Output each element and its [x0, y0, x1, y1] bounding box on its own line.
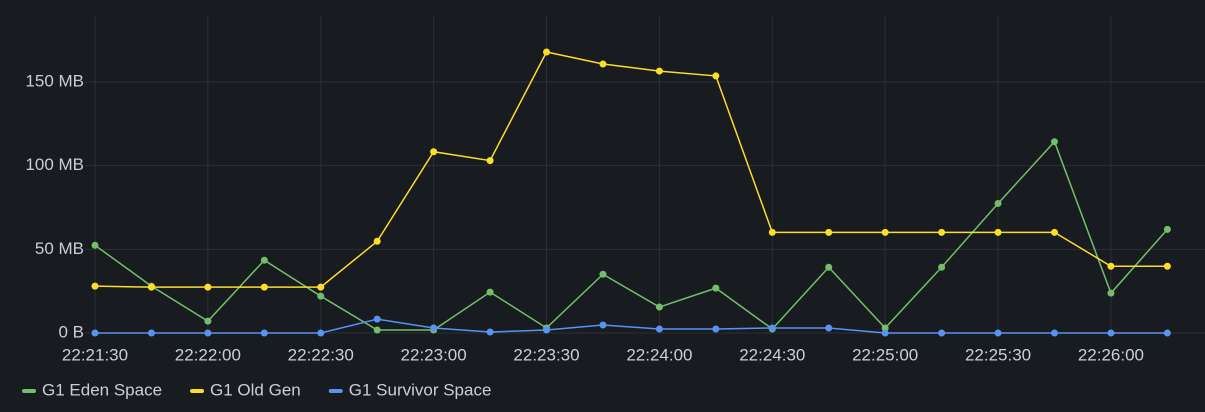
- data-point: [204, 283, 212, 291]
- data-point: [994, 329, 1002, 337]
- data-point: [938, 228, 946, 236]
- x-tick-label: 22:24:30: [739, 345, 805, 364]
- data-point: [768, 228, 776, 236]
- x-tick-label: 22:25:00: [852, 345, 918, 364]
- data-point: [373, 315, 381, 323]
- legend-swatch: [190, 389, 205, 393]
- data-point: [712, 284, 720, 292]
- x-tick-label: 22:23:00: [401, 345, 467, 364]
- data-point: [543, 326, 551, 334]
- data-point: [430, 324, 438, 332]
- data-point: [994, 199, 1002, 207]
- legend-item: G1 Eden Space: [22, 380, 162, 399]
- data-point: [655, 303, 663, 311]
- data-point: [373, 326, 381, 334]
- data-point: [260, 329, 268, 337]
- data-point: [1107, 262, 1115, 270]
- data-point: [486, 157, 494, 165]
- data-point: [1050, 228, 1058, 236]
- data-point: [825, 228, 833, 236]
- legend-label: G1 Eden Space: [42, 380, 162, 399]
- data-point: [881, 329, 889, 337]
- x-tick-label: 22:24:00: [626, 345, 692, 364]
- series-line: [95, 318, 1168, 334]
- data-point: [1163, 262, 1171, 270]
- data-point: [712, 72, 720, 80]
- data-point: [655, 325, 663, 333]
- series-line: [94, 51, 1168, 288]
- data-point: [655, 67, 663, 75]
- data-point: [1107, 289, 1115, 297]
- data-point: [938, 329, 946, 337]
- x-tick-label: 22:21:30: [62, 345, 128, 364]
- data-point: [825, 324, 833, 332]
- data-point: [599, 60, 607, 68]
- data-point: [204, 329, 212, 337]
- data-point: [599, 270, 607, 278]
- x-tick-label: 22:26:00: [1078, 345, 1144, 364]
- data-point: [1050, 329, 1058, 337]
- data-point: [712, 325, 720, 333]
- series-line: [94, 140, 1168, 331]
- data-point: [373, 237, 381, 245]
- legend-label: G1 Old Gen: [210, 380, 301, 399]
- data-point: [881, 324, 889, 332]
- data-point: [430, 148, 438, 156]
- data-point: [317, 329, 325, 337]
- data-point: [147, 329, 155, 337]
- data-point: [91, 282, 99, 290]
- data-point: [825, 263, 833, 271]
- x-tick-label: 22:22:30: [288, 345, 354, 364]
- x-tick-label: 22:25:30: [965, 345, 1031, 364]
- data-point: [1163, 225, 1171, 233]
- data-point: [91, 241, 99, 249]
- data-point: [91, 329, 99, 337]
- y-tick-label: 150 MB: [25, 71, 84, 90]
- data-point: [260, 256, 268, 264]
- data-point: [1107, 329, 1115, 337]
- data-point: [994, 228, 1002, 236]
- legend-item: G1 Survivor Space: [328, 380, 492, 399]
- data-point: [260, 283, 268, 291]
- data-point: [599, 321, 607, 329]
- y-tick-label: 50 MB: [35, 239, 84, 258]
- data-point: [486, 328, 494, 336]
- data-point: [204, 317, 212, 325]
- y-tick-label: 100 MB: [25, 155, 84, 174]
- data-point: [1050, 138, 1058, 146]
- legend-label: G1 Survivor Space: [349, 380, 492, 399]
- data-point: [543, 48, 551, 56]
- x-tick-label: 22:23:30: [513, 345, 579, 364]
- legend-swatch: [328, 389, 343, 393]
- legend-item: G1 Old Gen: [190, 380, 301, 399]
- data-point: [147, 283, 155, 291]
- y-tick-label: 0 B: [58, 322, 84, 341]
- data-point: [317, 292, 325, 300]
- data-point: [768, 324, 776, 332]
- data-point: [1163, 329, 1171, 337]
- data-point: [317, 283, 325, 291]
- data-point: [881, 228, 889, 236]
- legend-swatch: [22, 389, 36, 393]
- data-point: [938, 263, 946, 271]
- data-point: [486, 288, 494, 296]
- x-tick-label: 22:22:00: [175, 345, 241, 364]
